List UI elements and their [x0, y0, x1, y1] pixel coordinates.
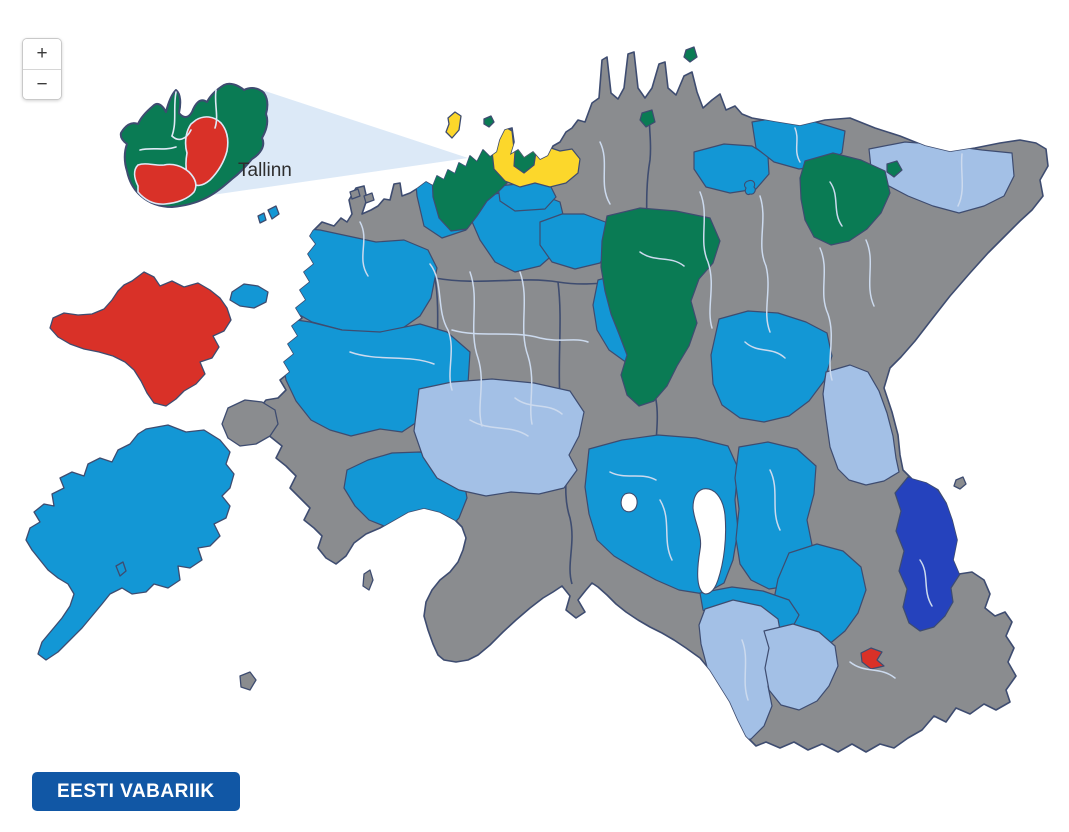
island-islet-nw-1[interactable] [349, 188, 361, 200]
island-mohni[interactable] [683, 46, 698, 63]
map-region-luganuse[interactable] [799, 152, 891, 246]
municipal-border [639, 251, 685, 267]
municipal-border [849, 661, 896, 679]
island-kihnu[interactable] [362, 569, 374, 591]
island-aegna[interactable] [483, 115, 495, 128]
map-region-voru-town[interactable] [860, 647, 885, 670]
island-muhu[interactable] [221, 399, 279, 447]
map-region-kunda[interactable] [639, 109, 656, 128]
eesti-vabariik-button[interactable]: EESTI VABARIIK [32, 772, 240, 811]
tallinn-district-border [171, 129, 192, 141]
lake-blue-lake [743, 179, 756, 196]
municipal-border [699, 191, 713, 329]
map-region-tapa-vaike-maarja[interactable] [600, 207, 721, 407]
island-saaremaa[interactable] [25, 424, 235, 661]
municipal-border [359, 221, 369, 277]
lake-vortsjarv [692, 488, 727, 595]
municipal-border [599, 141, 611, 205]
municipal-border [451, 329, 589, 343]
municipal-border [769, 469, 781, 531]
tallinn-inset[interactable] [119, 82, 269, 208]
municipal-border [819, 247, 833, 381]
municipal-border [469, 271, 483, 427]
municipal-border [609, 471, 657, 481]
municipal-border [619, 639, 679, 657]
map-region-pohja-sakala[interactable] [413, 378, 585, 497]
tallinn-inset-label: Tallinn [238, 160, 292, 181]
zoom-out-button[interactable]: − [23, 69, 61, 99]
island-vormsi[interactable] [229, 283, 269, 309]
map-region-kadrina[interactable] [693, 143, 770, 194]
island-naissaar[interactable] [445, 111, 462, 139]
map-region-setomaa-rapina[interactable] [894, 476, 961, 632]
island-islet-nw-2[interactable] [363, 192, 375, 204]
island-abruka[interactable] [115, 561, 127, 577]
tallinn-district-nomme[interactable] [133, 163, 197, 205]
municipal-border [865, 239, 875, 307]
island-hiiumaa[interactable] [49, 271, 232, 407]
zoom-in-button[interactable]: + [23, 39, 61, 69]
municipal-border [389, 559, 401, 621]
municipal-border [957, 153, 964, 207]
tallinn-district-border [139, 146, 177, 151]
lake-small-lake [620, 492, 638, 513]
municipal-border [349, 351, 435, 365]
municipal-border [829, 181, 843, 227]
municipal-border [794, 127, 801, 163]
island-peipsi-islet[interactable] [953, 476, 967, 490]
map-region-peipsiaare[interactable] [822, 364, 900, 486]
map-region-viimsi-joelahtme[interactable] [491, 126, 581, 188]
map-region-west-upper[interactable] [282, 227, 438, 337]
map-region-toila-dot[interactable] [886, 160, 903, 178]
island-pakri-2[interactable] [257, 212, 267, 224]
tallinn-district-border [171, 91, 177, 137]
municipal-border [919, 559, 933, 607]
municipal-border [469, 419, 529, 437]
zoom-control: + − [22, 38, 62, 100]
municipal-border [741, 639, 749, 701]
island-ruhnu[interactable] [239, 671, 257, 691]
municipal-border [744, 341, 786, 359]
municipal-border [659, 499, 673, 561]
map-region-valga[interactable] [763, 623, 839, 711]
island-pakri-1[interactable] [267, 205, 280, 220]
map-region-jogeva[interactable] [710, 310, 833, 423]
municipal-border [759, 195, 771, 333]
municipal-border [514, 397, 563, 415]
municipal-border [429, 263, 453, 391]
tallinn-district-kesklinn[interactable] [184, 116, 229, 187]
tallinn-district-border [214, 89, 218, 129]
